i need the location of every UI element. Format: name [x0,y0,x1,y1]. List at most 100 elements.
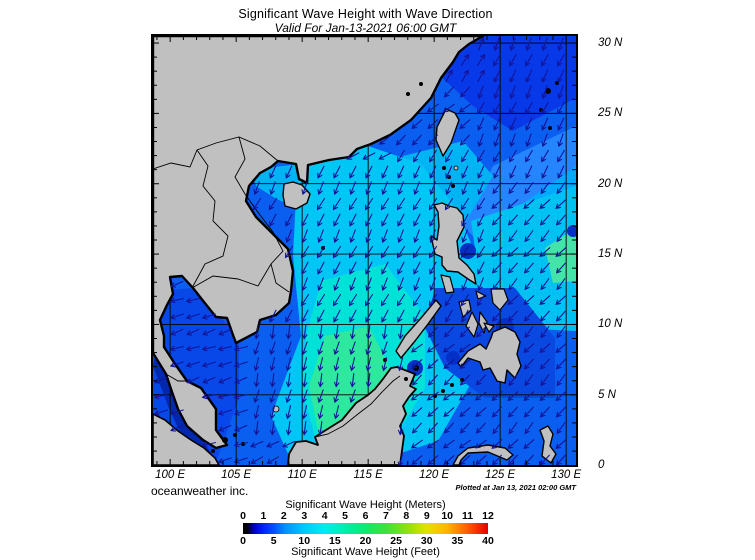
wave-arrow [185,361,200,368]
wave-arrow [525,165,533,179]
wave-arrow [333,277,340,292]
wave-arrow [507,247,519,258]
wave-arrow [266,456,280,464]
wave-arrow [218,424,232,432]
wave-arrow [170,280,184,288]
wave-arrow [301,324,308,340]
wave-arrow [539,406,550,418]
colorbar-feet-ticks: 0 5 10 15 20 25 30 35 40 [240,535,494,547]
wave-arrow [381,341,388,356]
wave-arrow [477,69,485,83]
wave-arrow [269,389,276,404]
wave-arrow [461,69,469,83]
wave-arrow [523,247,535,258]
wave-arrow [477,213,485,227]
wave-arrow [507,391,519,402]
wave-arrow [317,341,324,356]
wave-arrow [477,165,485,179]
wave-arrow [525,53,533,67]
wave-arrow [459,422,470,434]
wave-arrow [218,328,232,336]
wave-arrow [253,324,260,340]
wave-arrow [539,247,551,258]
credit-text: oceanweather inc. [151,484,249,498]
wave-arrow [507,295,519,306]
wave-arrow [362,152,376,160]
wave-arrow [429,229,436,244]
islet-black [545,88,551,94]
wave-arrow [185,313,200,320]
wave-arrow [444,197,454,211]
land-samar-leyte [490,288,509,311]
wave-arrow [250,440,264,448]
low-wave-spot [446,351,460,365]
wave-arrow [525,37,532,52]
land-borneo [287,366,417,465]
wave-arrow [492,182,502,195]
wave-arrow [333,165,341,179]
wave-arrow [557,85,564,100]
colorbar-tick: 0 [240,535,246,547]
wave-arrow [541,165,549,179]
wave-arrow [365,372,372,388]
land-halmahera [539,425,557,464]
wave-arrow [395,134,406,146]
wave-arrow [365,277,372,292]
colorbar-tick: 40 [482,535,494,547]
wave-arrow [410,391,423,401]
wave-arrow [397,165,405,179]
wave-arrow [349,229,356,244]
wave-arrow [381,261,389,275]
wave-arrow [461,229,468,244]
wave-arrow [477,133,484,148]
wave-arrow [491,391,503,402]
wave-arrow [540,182,550,195]
wave-arrow [397,181,404,196]
wave-arrow [333,181,340,196]
wave-arrows [153,36,567,465]
wave-arrow [413,165,421,179]
colorbar-tick: 3 [301,510,308,522]
wave-arrow [365,341,372,356]
wave-arrow [411,134,422,146]
wave-arrow [233,361,248,368]
colorbar-tick: 8 [403,510,410,522]
wave-arrow [397,229,404,244]
islet-black [548,126,552,130]
wave-arrow [507,439,519,450]
colorbar-tick: 11 [462,510,474,522]
wave-arrow [332,293,342,307]
map-valid-time: Valid For Jan-13-2021 06:00 GMT [274,21,457,35]
wave-arrow [413,309,421,323]
wave-arrow [301,181,308,196]
wave-arrow [301,261,309,275]
wave-arrow [474,391,487,401]
wave-arrow [429,213,437,227]
wave-arrow [217,457,232,464]
land-bohol [483,322,495,333]
wave-height-map [153,36,576,465]
wave-arrow [397,453,404,465]
wave-arrow [381,229,388,244]
wave-arrow [524,326,534,339]
lon-tick-label: 100 E [155,469,186,481]
wave-arrow [429,149,437,163]
wave-arrow [523,343,535,354]
wave-arrow [524,278,534,291]
wave-arrow [364,197,374,211]
wave-arrow [217,361,232,368]
wave-arrow [541,101,549,115]
wave-arrow [285,165,293,179]
colorbar-tick: 12 [482,510,494,522]
wave-arrow [284,245,294,259]
wave-arrow [349,277,356,292]
wave-arrow [555,262,566,274]
wave-arrow [317,277,324,292]
wave-arrow [410,439,423,449]
wave-arrow [523,199,535,210]
wave-arrow [349,372,356,388]
land-mindoro [440,274,455,294]
lon-tick-label: 110 E [287,469,317,481]
wave-arrow [317,213,325,227]
sea-patch-gulf-of-thailand-blue [153,288,239,465]
